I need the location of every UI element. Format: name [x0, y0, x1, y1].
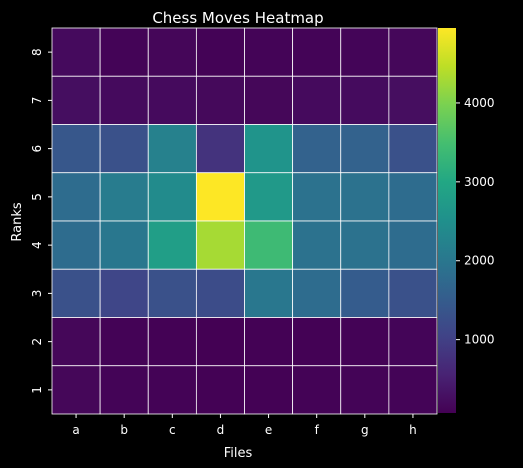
heatmap-cell-g6 — [340, 124, 390, 174]
y-tick-label: 6 — [30, 145, 44, 153]
heatmap-cell-b5 — [99, 172, 149, 222]
heatmap-cell-g2 — [340, 317, 390, 367]
heatmap-cell-h5 — [388, 172, 438, 222]
heatmap-cell-f6 — [292, 124, 342, 174]
heatmap-cell-b6 — [99, 124, 149, 174]
y-tick-label: 3 — [30, 290, 44, 298]
y-tick-label: 8 — [30, 48, 44, 56]
x-tick-label: h — [409, 423, 417, 437]
heatmap-cell-d5 — [195, 172, 245, 222]
colorbar-tick-label: 2000 — [464, 254, 495, 268]
heatmap-cell-e7 — [244, 75, 294, 125]
colorbar-tick-label: 3000 — [464, 175, 495, 189]
heatmap-cell-d3 — [195, 268, 245, 318]
heatmap-cell-g3 — [340, 268, 390, 318]
x-tick-label: e — [265, 423, 272, 437]
heatmap-cell-e6 — [244, 124, 294, 174]
x-tick-label: c — [169, 423, 176, 437]
heatmap-cell-f4 — [292, 220, 342, 270]
heatmap-cell-a3 — [51, 268, 101, 318]
heatmap-cell-b2 — [99, 317, 149, 367]
x-tick-label: a — [72, 423, 79, 437]
heatmap-cell-c5 — [147, 172, 197, 222]
x-tick-label: f — [315, 423, 320, 437]
heatmap-cell-h8 — [388, 27, 438, 77]
colorbar-tick-label: 4000 — [464, 96, 495, 110]
heatmap-cell-g8 — [340, 27, 390, 77]
heatmap-cell-c2 — [147, 317, 197, 367]
heatmap-cell-g7 — [340, 75, 390, 125]
chart-title: Chess Moves Heatmap — [152, 9, 323, 27]
colorbar-ticks: 1000 2000 3000 4000 — [456, 96, 495, 347]
heatmap-cell-e2 — [244, 317, 294, 367]
heatmap-cell-g4 — [340, 220, 390, 270]
heatmap-cell-h6 — [388, 124, 438, 174]
heatmap-cell-d8 — [195, 27, 245, 77]
heatmap-cell-e3 — [244, 268, 294, 318]
y-tick-label: 1 — [30, 386, 44, 394]
heatmap-cell-b7 — [99, 75, 149, 125]
heatmap-cell-h1 — [388, 365, 438, 415]
heatmap-cell-f8 — [292, 27, 342, 77]
heatmap-cell-d6 — [195, 124, 245, 174]
heatmap-cell-f3 — [292, 268, 342, 318]
heatmap-cell-a7 — [51, 75, 101, 125]
heatmap-cell-a2 — [51, 317, 101, 367]
heatmap-cell-d4 — [195, 220, 245, 270]
y-tick-label: 7 — [30, 97, 44, 105]
heatmap-cell-b3 — [99, 268, 149, 318]
y-tick-label: 2 — [30, 338, 44, 346]
heatmap-cell-d1 — [195, 365, 245, 415]
heatmap-cell-c3 — [147, 268, 197, 318]
heatmap-cell-a6 — [51, 124, 101, 174]
heatmap-cell-h3 — [388, 268, 438, 318]
y-axis-ticks: 8 7 6 5 4 3 2 1 — [30, 48, 52, 394]
heatmap-cell-h2 — [388, 317, 438, 367]
colorbar — [438, 28, 456, 413]
heatmap-cell-f7 — [292, 75, 342, 125]
x-axis-ticks: a b c d e f g h — [72, 414, 417, 437]
heatmap-cell-g1 — [340, 365, 390, 415]
heatmap-cell-b4 — [99, 220, 149, 270]
heatmap-cell-h7 — [388, 75, 438, 125]
y-tick-label: 4 — [30, 241, 44, 249]
heatmap-cell-f1 — [292, 365, 342, 415]
heatmap-cells — [51, 27, 438, 415]
heatmap-cell-a8 — [51, 27, 101, 77]
heatmap-cell-b1 — [99, 365, 149, 415]
x-tick-label: b — [120, 423, 128, 437]
heatmap-cell-c7 — [147, 75, 197, 125]
y-tick-label: 5 — [30, 193, 44, 201]
heatmap-cell-b8 — [99, 27, 149, 77]
heatmap-cell-d2 — [195, 317, 245, 367]
x-axis-label: Files — [224, 446, 253, 461]
y-axis-label: Ranks — [10, 202, 25, 241]
heatmap-cell-f5 — [292, 172, 342, 222]
heatmap-cell-h4 — [388, 220, 438, 270]
heatmap-cell-c4 — [147, 220, 197, 270]
heatmap-cell-e8 — [244, 27, 294, 77]
heatmap-cell-c8 — [147, 27, 197, 77]
heatmap-cell-a4 — [51, 220, 101, 270]
heatmap-cell-c6 — [147, 124, 197, 174]
heatmap-cell-g5 — [340, 172, 390, 222]
colorbar-tick-label: 1000 — [464, 333, 495, 347]
heatmap-cell-a5 — [51, 172, 101, 222]
x-tick-label: d — [217, 423, 225, 437]
x-tick-label: g — [361, 423, 369, 437]
heatmap-cell-f2 — [292, 317, 342, 367]
heatmap-cell-e5 — [244, 172, 294, 222]
heatmap-cell-e4 — [244, 220, 294, 270]
heatmap-cell-c1 — [147, 365, 197, 415]
heatmap-cell-d7 — [195, 75, 245, 125]
heatmap-cell-a1 — [51, 365, 101, 415]
heatmap-cell-e1 — [244, 365, 294, 415]
